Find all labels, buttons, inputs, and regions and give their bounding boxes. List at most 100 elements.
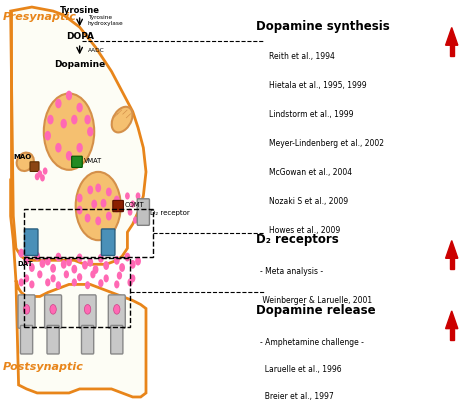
- Circle shape: [125, 193, 130, 200]
- Text: Tyrosine
hydroxylase: Tyrosine hydroxylase: [88, 15, 123, 25]
- Circle shape: [29, 263, 35, 272]
- FancyBboxPatch shape: [30, 162, 39, 172]
- Circle shape: [24, 256, 29, 265]
- Circle shape: [95, 184, 101, 193]
- FancyBboxPatch shape: [111, 326, 123, 354]
- Circle shape: [37, 271, 43, 279]
- Circle shape: [66, 258, 72, 267]
- Circle shape: [85, 214, 91, 223]
- Circle shape: [100, 199, 107, 208]
- FancyBboxPatch shape: [45, 295, 62, 328]
- Circle shape: [18, 249, 24, 258]
- Text: D₂ receptors: D₂ receptors: [255, 233, 338, 245]
- Circle shape: [29, 281, 35, 289]
- Circle shape: [128, 279, 133, 287]
- Circle shape: [130, 260, 136, 269]
- Circle shape: [92, 265, 99, 274]
- Polygon shape: [450, 329, 454, 340]
- Circle shape: [47, 115, 54, 125]
- Circle shape: [55, 253, 61, 262]
- Circle shape: [87, 186, 93, 195]
- Circle shape: [114, 305, 120, 314]
- Text: McGowan et al., 2004: McGowan et al., 2004: [269, 168, 352, 176]
- Circle shape: [85, 282, 90, 290]
- Circle shape: [50, 264, 56, 273]
- Text: - Amphetamine challenge -: - Amphetamine challenge -: [260, 337, 364, 346]
- Circle shape: [34, 252, 40, 261]
- Text: Breier et al., 1997: Breier et al., 1997: [260, 391, 334, 400]
- Circle shape: [136, 193, 140, 200]
- Text: COMT: COMT: [125, 202, 145, 207]
- Circle shape: [66, 91, 72, 101]
- FancyBboxPatch shape: [72, 157, 82, 168]
- Circle shape: [103, 275, 109, 283]
- Circle shape: [130, 201, 135, 208]
- Text: Hietala et al., 1995, 1999: Hietala et al., 1995, 1999: [269, 81, 367, 90]
- Circle shape: [66, 152, 72, 161]
- Circle shape: [103, 261, 109, 270]
- Circle shape: [72, 279, 77, 287]
- Text: Weinberger & Laruelle, 2001: Weinberger & Laruelle, 2001: [260, 296, 372, 304]
- Circle shape: [77, 206, 82, 215]
- Circle shape: [84, 115, 91, 125]
- Circle shape: [77, 254, 82, 263]
- FancyBboxPatch shape: [113, 201, 123, 212]
- Circle shape: [135, 257, 141, 266]
- Bar: [24, 209, 153, 257]
- Circle shape: [37, 171, 42, 178]
- Polygon shape: [450, 259, 454, 270]
- Polygon shape: [446, 311, 458, 329]
- Circle shape: [90, 271, 96, 279]
- Circle shape: [76, 103, 83, 113]
- Text: VMAT: VMAT: [83, 158, 102, 163]
- Circle shape: [43, 168, 47, 175]
- Text: MAO: MAO: [13, 154, 32, 159]
- Text: Laruelle et al., 1996: Laruelle et al., 1996: [260, 364, 342, 373]
- Circle shape: [45, 257, 51, 266]
- Polygon shape: [16, 281, 146, 397]
- Circle shape: [106, 212, 112, 221]
- Circle shape: [64, 271, 69, 279]
- Circle shape: [56, 282, 61, 290]
- Circle shape: [128, 209, 132, 216]
- Circle shape: [76, 144, 83, 153]
- Text: Dopamine: Dopamine: [54, 60, 105, 69]
- Circle shape: [40, 175, 45, 182]
- FancyBboxPatch shape: [101, 229, 115, 256]
- Ellipse shape: [112, 107, 133, 133]
- Circle shape: [114, 196, 120, 205]
- Circle shape: [18, 279, 24, 287]
- Circle shape: [130, 275, 136, 283]
- Circle shape: [82, 261, 88, 270]
- FancyBboxPatch shape: [25, 229, 38, 256]
- Circle shape: [23, 305, 30, 314]
- Circle shape: [55, 99, 62, 109]
- Circle shape: [98, 254, 104, 263]
- FancyBboxPatch shape: [79, 295, 96, 328]
- FancyBboxPatch shape: [20, 326, 33, 354]
- Circle shape: [119, 263, 125, 272]
- Circle shape: [125, 253, 130, 262]
- FancyBboxPatch shape: [82, 326, 94, 354]
- Circle shape: [114, 281, 119, 289]
- Circle shape: [44, 94, 94, 170]
- Circle shape: [61, 119, 67, 129]
- Polygon shape: [450, 46, 454, 57]
- Circle shape: [98, 279, 103, 288]
- Circle shape: [77, 194, 82, 203]
- Text: Nozaki S et al., 2009: Nozaki S et al., 2009: [269, 196, 348, 205]
- Circle shape: [72, 265, 77, 274]
- Circle shape: [91, 200, 97, 209]
- Polygon shape: [446, 28, 458, 46]
- Text: Dopamine release: Dopamine release: [255, 303, 375, 316]
- Circle shape: [45, 132, 51, 141]
- Circle shape: [24, 275, 29, 283]
- FancyBboxPatch shape: [47, 326, 59, 354]
- Polygon shape: [10, 8, 146, 265]
- Circle shape: [106, 188, 112, 197]
- Text: Dopamine synthesis: Dopamine synthesis: [255, 20, 390, 33]
- Ellipse shape: [17, 153, 34, 172]
- Circle shape: [87, 258, 93, 267]
- Text: - Meta analysis -: - Meta analysis -: [260, 267, 323, 275]
- Text: Presynaptic: Presynaptic: [3, 12, 76, 22]
